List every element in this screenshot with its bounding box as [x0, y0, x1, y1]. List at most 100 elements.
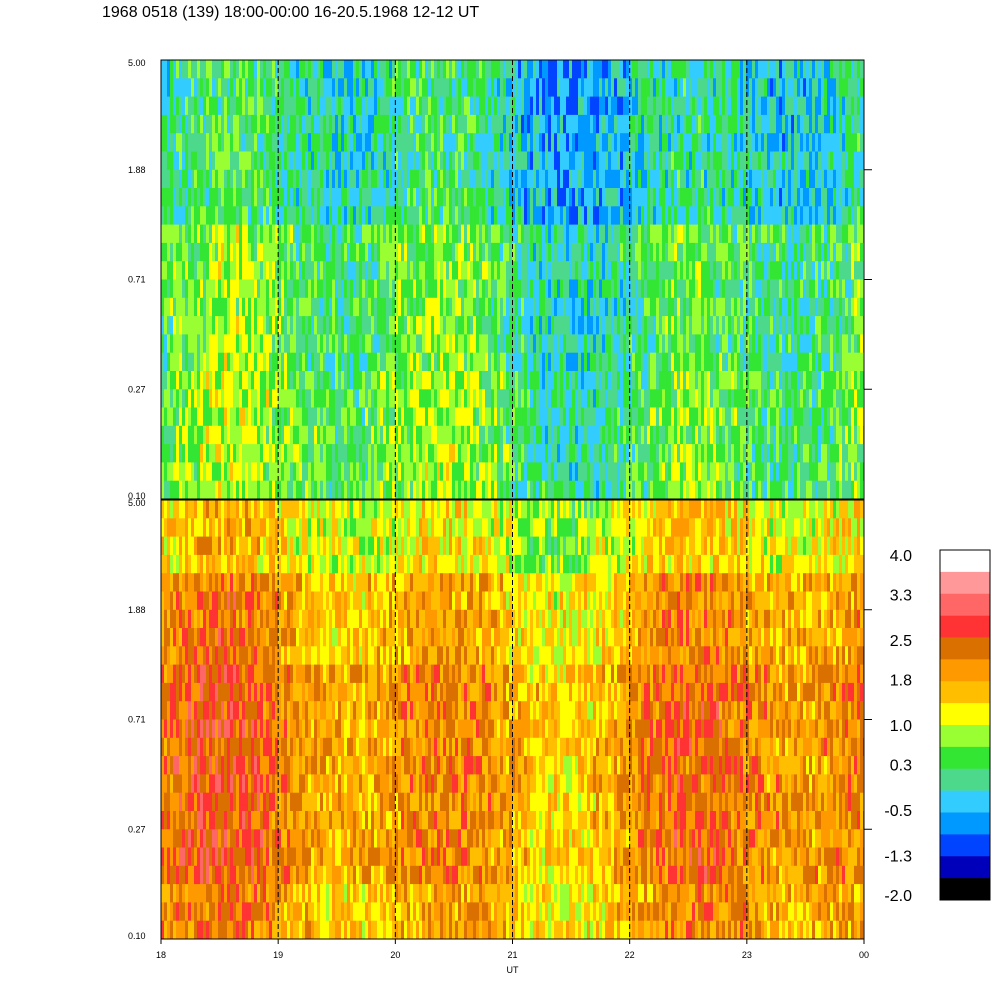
heatmap-cell [161, 133, 164, 153]
heatmap-cell [245, 133, 248, 153]
heatmap-cell [602, 297, 605, 317]
heatmap-cell [722, 352, 725, 372]
heatmap-cell [317, 371, 320, 390]
heatmap-cell [494, 444, 497, 463]
heatmap-cell [659, 334, 662, 354]
heatmap-cell [485, 279, 488, 299]
heatmap-cell [683, 206, 686, 226]
heatmap-cell [539, 407, 542, 427]
heatmap-cell [446, 444, 449, 463]
heatmap-cell [305, 407, 308, 427]
heatmap-cell [740, 169, 743, 189]
heatmap-cell [260, 480, 263, 499]
heatmap-cell [203, 371, 206, 390]
heatmap-cell [653, 242, 656, 262]
heatmap-cell [617, 96, 620, 116]
heatmap-cell [716, 151, 719, 171]
heatmap-cell [284, 389, 287, 409]
heatmap-cell [647, 60, 650, 79]
heatmap-cell [743, 242, 746, 262]
heatmap-cell [701, 151, 704, 171]
heatmap-cell [344, 188, 347, 207]
heatmap-cell [614, 78, 617, 98]
heatmap-cell [218, 371, 221, 390]
heatmap-cell [605, 389, 608, 409]
heatmap-cell [488, 462, 491, 482]
heatmap-cell [218, 407, 221, 427]
heatmap-cell [668, 462, 671, 482]
heatmap-cell [164, 407, 167, 427]
heatmap-cell [191, 206, 194, 226]
heatmap-cell [308, 480, 311, 499]
heatmap-cell [731, 462, 734, 482]
heatmap-cell [512, 297, 515, 317]
heatmap-cell [578, 297, 581, 317]
heatmap-cell [308, 407, 311, 427]
heatmap-cell [620, 444, 623, 463]
heatmap-cell [233, 297, 236, 317]
heatmap-cell [392, 169, 395, 189]
heatmap-cell [401, 279, 404, 299]
heatmap-cell [560, 188, 563, 207]
heatmap-cell [635, 96, 638, 116]
heatmap-cell [365, 78, 368, 98]
heatmap-cell [323, 371, 326, 390]
heatmap-cell [593, 371, 596, 390]
heatmap-cell [197, 96, 200, 116]
heatmap-cell [212, 169, 215, 189]
heatmap-cell [449, 224, 452, 244]
heatmap-cell [275, 297, 278, 317]
heatmap-cell [695, 114, 698, 134]
heatmap-cell [626, 169, 629, 189]
heatmap-cell [506, 261, 509, 281]
heatmap-cell [176, 480, 179, 499]
heatmap-cell [362, 297, 365, 317]
heatmap-cell [548, 169, 551, 189]
heatmap-cell [341, 60, 344, 79]
heatmap-cell [587, 224, 590, 244]
heatmap-cell [290, 425, 293, 445]
heatmap-cell [779, 425, 782, 445]
heatmap-cell [758, 261, 761, 281]
heatmap-cell [191, 297, 194, 317]
heatmap-cell [689, 261, 692, 281]
heatmap-cell [626, 334, 629, 354]
heatmap-cell [569, 352, 572, 372]
heatmap-cell [368, 462, 371, 482]
heatmap-cell [362, 78, 365, 98]
heatmap-cell [668, 389, 671, 409]
heatmap-cell [308, 279, 311, 299]
heatmap-cell [368, 352, 371, 372]
heatmap-cell [779, 462, 782, 482]
heatmap-cell [428, 133, 431, 153]
heatmap-cell [665, 114, 668, 134]
heatmap-cell [383, 96, 386, 116]
heatmap-cell [737, 480, 740, 499]
heatmap-cell [524, 261, 527, 281]
heatmap-cell [560, 389, 563, 409]
heatmap-cell [314, 462, 317, 482]
heatmap-cell [404, 206, 407, 226]
heatmap-cell [632, 352, 635, 372]
heatmap-cell [275, 242, 278, 262]
heatmap-cell [431, 133, 434, 153]
heatmap-cell [200, 371, 203, 390]
heatmap-cell [416, 407, 419, 427]
heatmap-cell [437, 316, 440, 335]
heatmap-cell [398, 352, 401, 372]
heatmap-cell [638, 206, 641, 226]
heatmap-cell [224, 334, 227, 354]
heatmap-cell [320, 480, 323, 499]
heatmap-cell [200, 407, 203, 427]
heatmap-cell [488, 151, 491, 171]
heatmap-cell [464, 316, 467, 335]
heatmap-cell [746, 334, 749, 354]
heatmap-cell [551, 78, 554, 98]
heatmap-cell [704, 60, 707, 79]
heatmap-cell [386, 352, 389, 372]
heatmap-cell [623, 206, 626, 226]
heatmap-cell [602, 96, 605, 116]
heatmap-cell [782, 261, 785, 281]
heatmap-cell [197, 407, 200, 427]
heatmap-cell [494, 188, 497, 207]
